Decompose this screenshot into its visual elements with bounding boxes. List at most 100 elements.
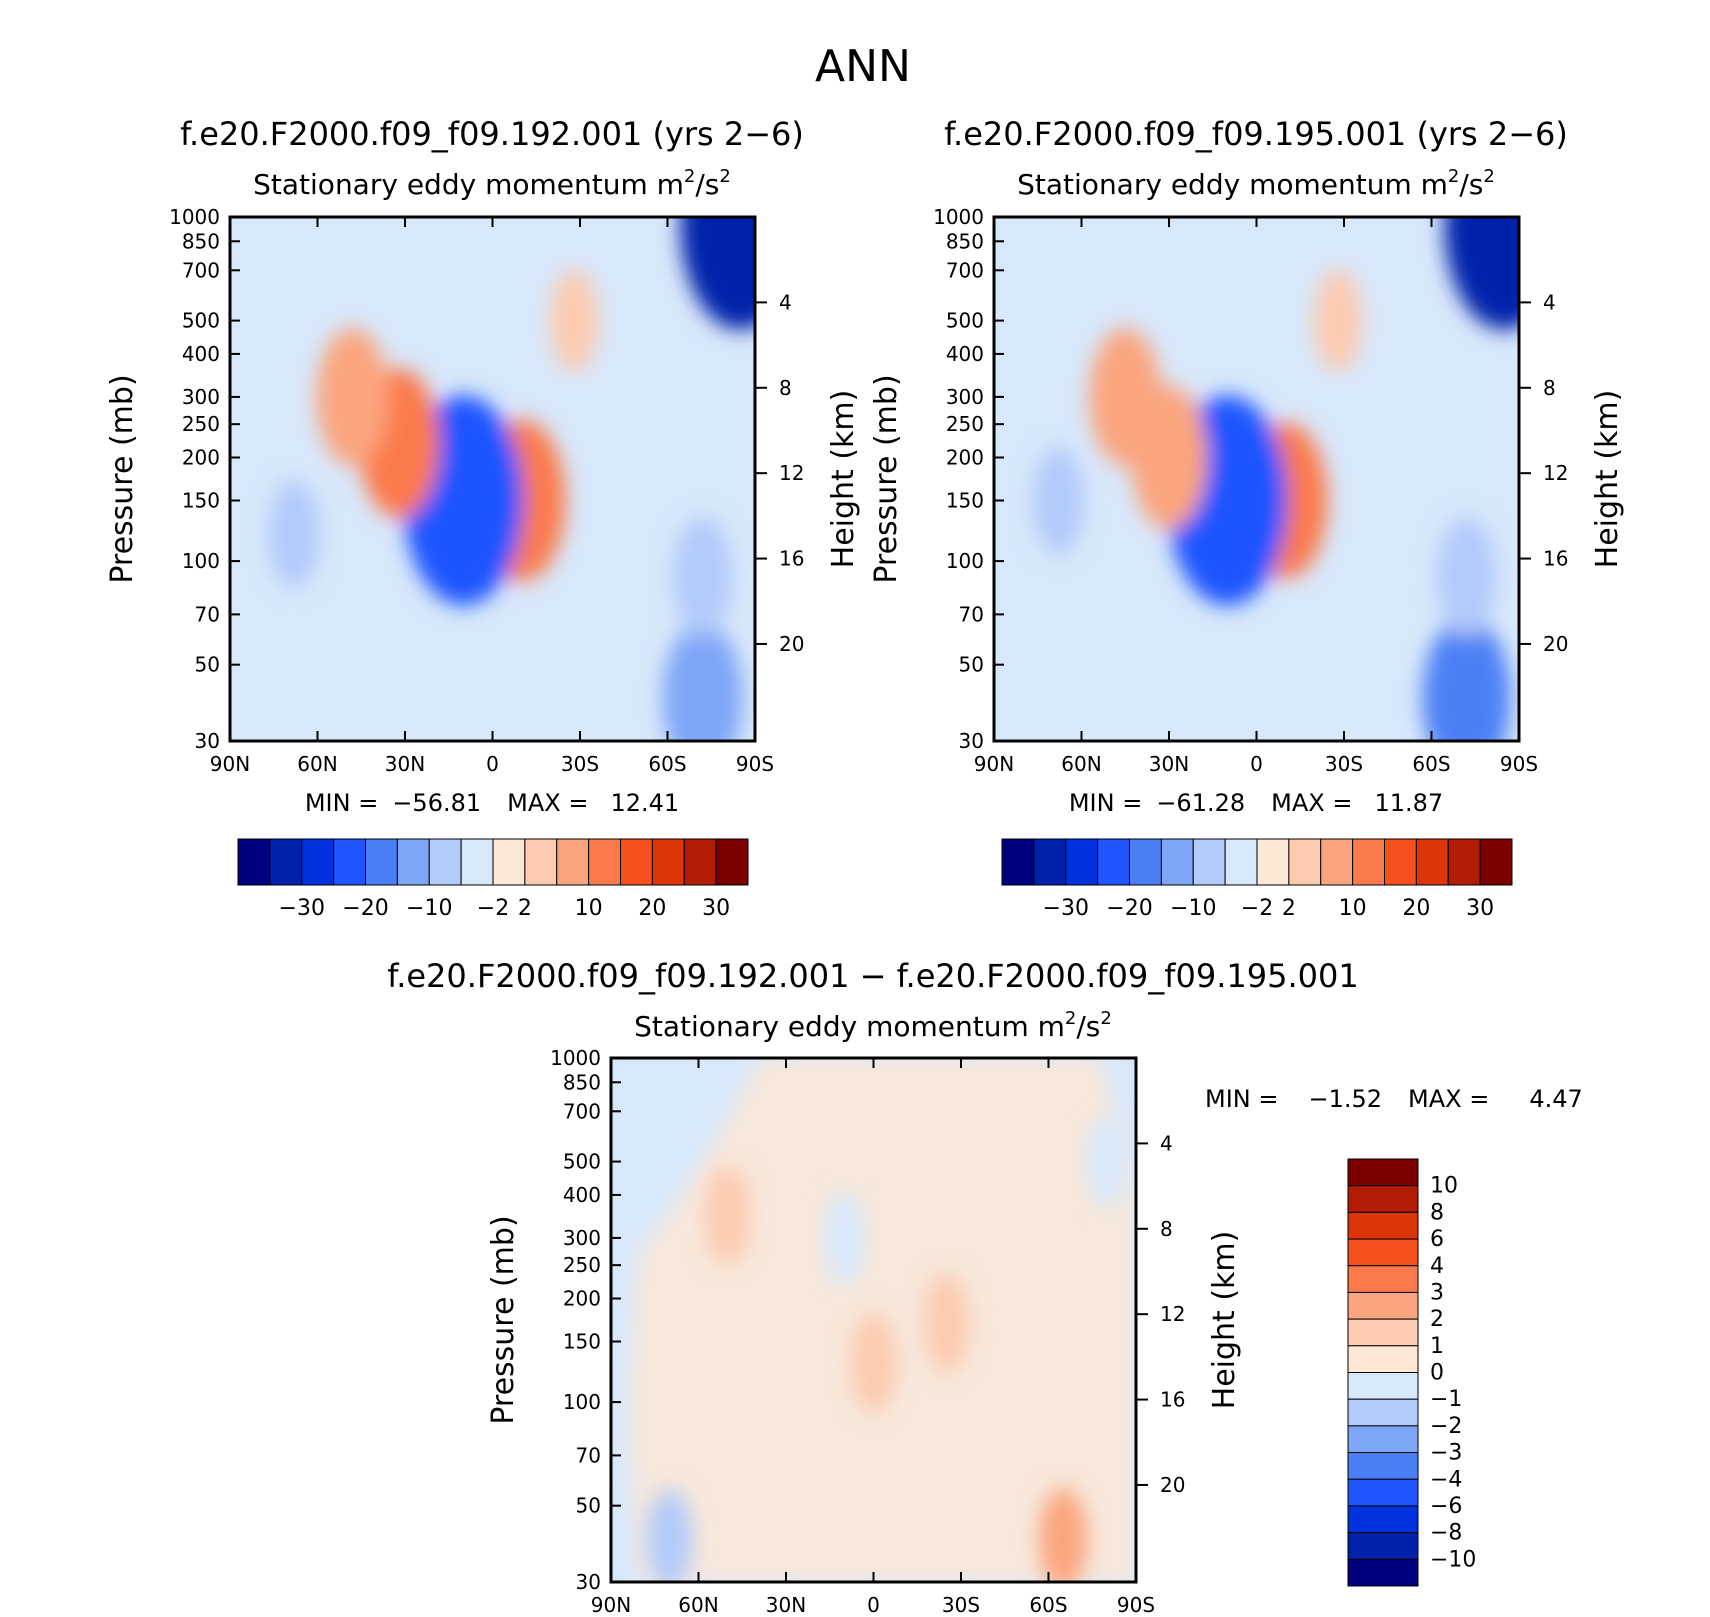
y-tick-label: 70 [959, 602, 984, 626]
colorbar-swatch [237, 838, 271, 886]
y-right-tick-label: 20 [1543, 632, 1568, 656]
y-tick-label: 70 [195, 602, 220, 626]
variable-title: Stationary eddy momentum m2/s2 [634, 1008, 1112, 1043]
y-tick-label: 50 [195, 653, 220, 677]
colorbar-label: −10 [406, 896, 452, 921]
variable-title: Stationary eddy momentum m2/s2 [1017, 166, 1495, 201]
colorbar-label: −8 [1430, 1521, 1462, 1546]
contour-blob [1444, 217, 1519, 330]
colorbar-label: −30 [279, 896, 325, 921]
y-tick-label: 30 [576, 1570, 601, 1594]
y-tick-label: 250 [946, 412, 984, 436]
y-tick-label: 70 [576, 1443, 601, 1467]
colorbar-swatch [1347, 1532, 1419, 1560]
x-tick-label: 60N [297, 752, 337, 776]
variable-title: Stationary eddy momentum m2/s2 [253, 166, 731, 201]
y-tick-label: 500 [946, 309, 984, 333]
colorbar-swatch [1479, 838, 1513, 886]
colorbar-label: 6 [1430, 1227, 1444, 1252]
colorbar-label: 20 [638, 896, 666, 921]
y-tick-label: 200 [182, 446, 220, 470]
y-tick-label: 200 [946, 446, 984, 470]
colorbar-swatch [1001, 838, 1035, 886]
y-tick-label: 500 [563, 1150, 601, 1174]
colorbar-label: −4 [1430, 1467, 1462, 1492]
contour-blob [268, 479, 321, 588]
contour-field [994, 217, 1519, 741]
y-tick-label: 400 [182, 342, 220, 366]
panel-top-right: f.e20.F2000.f09_f09.195.001 (yrs 2−6) St… [869, 115, 1625, 921]
colorbar-label: −20 [1106, 896, 1152, 921]
colorbar-swatch [588, 838, 621, 886]
colorbar-label: 10 [1339, 896, 1367, 921]
contour-field [230, 217, 755, 741]
y-axis-label: Pressure (mb) [105, 374, 140, 583]
colorbar-swatch [492, 838, 526, 886]
colorbar-swatch [1288, 838, 1322, 886]
y-right-tick-label: 4 [779, 290, 792, 314]
y-right-tick-label: 16 [1160, 1388, 1185, 1412]
y-right-tick-label: 8 [779, 376, 792, 400]
colorbar-swatch [460, 838, 494, 886]
y-axis-label: Pressure (mb) [486, 1215, 521, 1424]
contour-blob [550, 269, 599, 372]
panel-bottom: f.e20.F2000.f09_f09.192.001 − f.e20.F200… [387, 957, 1583, 1617]
y-tick-label: 200 [563, 1287, 601, 1311]
colorbar-swatch [1347, 1318, 1419, 1347]
y-tick-label: 700 [182, 258, 220, 282]
contour-blob [1032, 446, 1085, 555]
y-tick-label: 700 [946, 258, 984, 282]
x-tick-label: 90S [1117, 1593, 1155, 1617]
y-tick-label: 30 [959, 729, 984, 753]
y-tick-label: 150 [946, 488, 984, 512]
contour-blob [672, 516, 733, 637]
y-tick-label: 400 [946, 342, 984, 366]
colorbar-swatch [1347, 1265, 1419, 1293]
panel-title: f.e20.F2000.f09_f09.195.001 (yrs 2−6) [944, 115, 1568, 153]
contour-blob [646, 1489, 693, 1582]
colorbar-label: −2 [1430, 1414, 1462, 1439]
panel-top-left: f.e20.F2000.f09_f09.192.001 (yrs 2−6) St… [105, 115, 861, 921]
colorbar-label: −6 [1430, 1494, 1462, 1519]
y-axis-label-right: Height (km) [1590, 390, 1625, 569]
y-axis-label-right: Height (km) [826, 390, 861, 569]
x-tick-label: 30N [385, 752, 425, 776]
y-tick-label: 100 [563, 1390, 601, 1414]
colorbar-swatch [1347, 1558, 1419, 1587]
x-tick-label: 30S [561, 752, 599, 776]
colorbar-label: 8 [1430, 1200, 1444, 1225]
y-tick-label: 500 [182, 309, 220, 333]
x-tick-label: 60S [648, 752, 686, 776]
colorbar-swatch [651, 838, 685, 886]
colorbar-swatch [1347, 1372, 1419, 1400]
x-tick-label: 90N [210, 752, 250, 776]
y-tick-label: 300 [563, 1226, 601, 1250]
colorbar-swatch [1224, 838, 1258, 886]
contour-blob [923, 1273, 970, 1373]
y-tick-label: 50 [959, 653, 984, 677]
colorbar-label: 2 [1282, 896, 1296, 921]
colorbar-label: 4 [1430, 1254, 1444, 1279]
y-tick-label: 250 [182, 412, 220, 436]
colorbar-swatch [301, 838, 335, 886]
colorbar-label: 1 [1430, 1334, 1444, 1359]
x-tick-label: 0 [867, 1593, 880, 1617]
contour-blob [850, 1313, 897, 1413]
colorbar-swatch [1033, 838, 1067, 886]
y-right-tick-label: 8 [1160, 1217, 1173, 1241]
y-tick-label: 100 [946, 549, 984, 573]
x-tick-label: 30S [1325, 752, 1363, 776]
y-tick-label: 850 [946, 229, 984, 253]
colorbar-swatch [1447, 838, 1481, 886]
contour-blob [823, 1191, 866, 1285]
colorbar-label: 3 [1430, 1280, 1444, 1305]
colorbar-swatch [1347, 1452, 1419, 1480]
x-tick-label: 30S [942, 1593, 980, 1617]
y-tick-label: 100 [182, 549, 220, 573]
min-max-readout: MIN = −56.81 MAX = 12.41 [305, 789, 679, 817]
colorbar-swatch [333, 838, 366, 886]
colorbar-swatch [1347, 1425, 1419, 1454]
colorbar-label: 2 [518, 896, 532, 921]
colorbar-swatch [1192, 838, 1226, 886]
